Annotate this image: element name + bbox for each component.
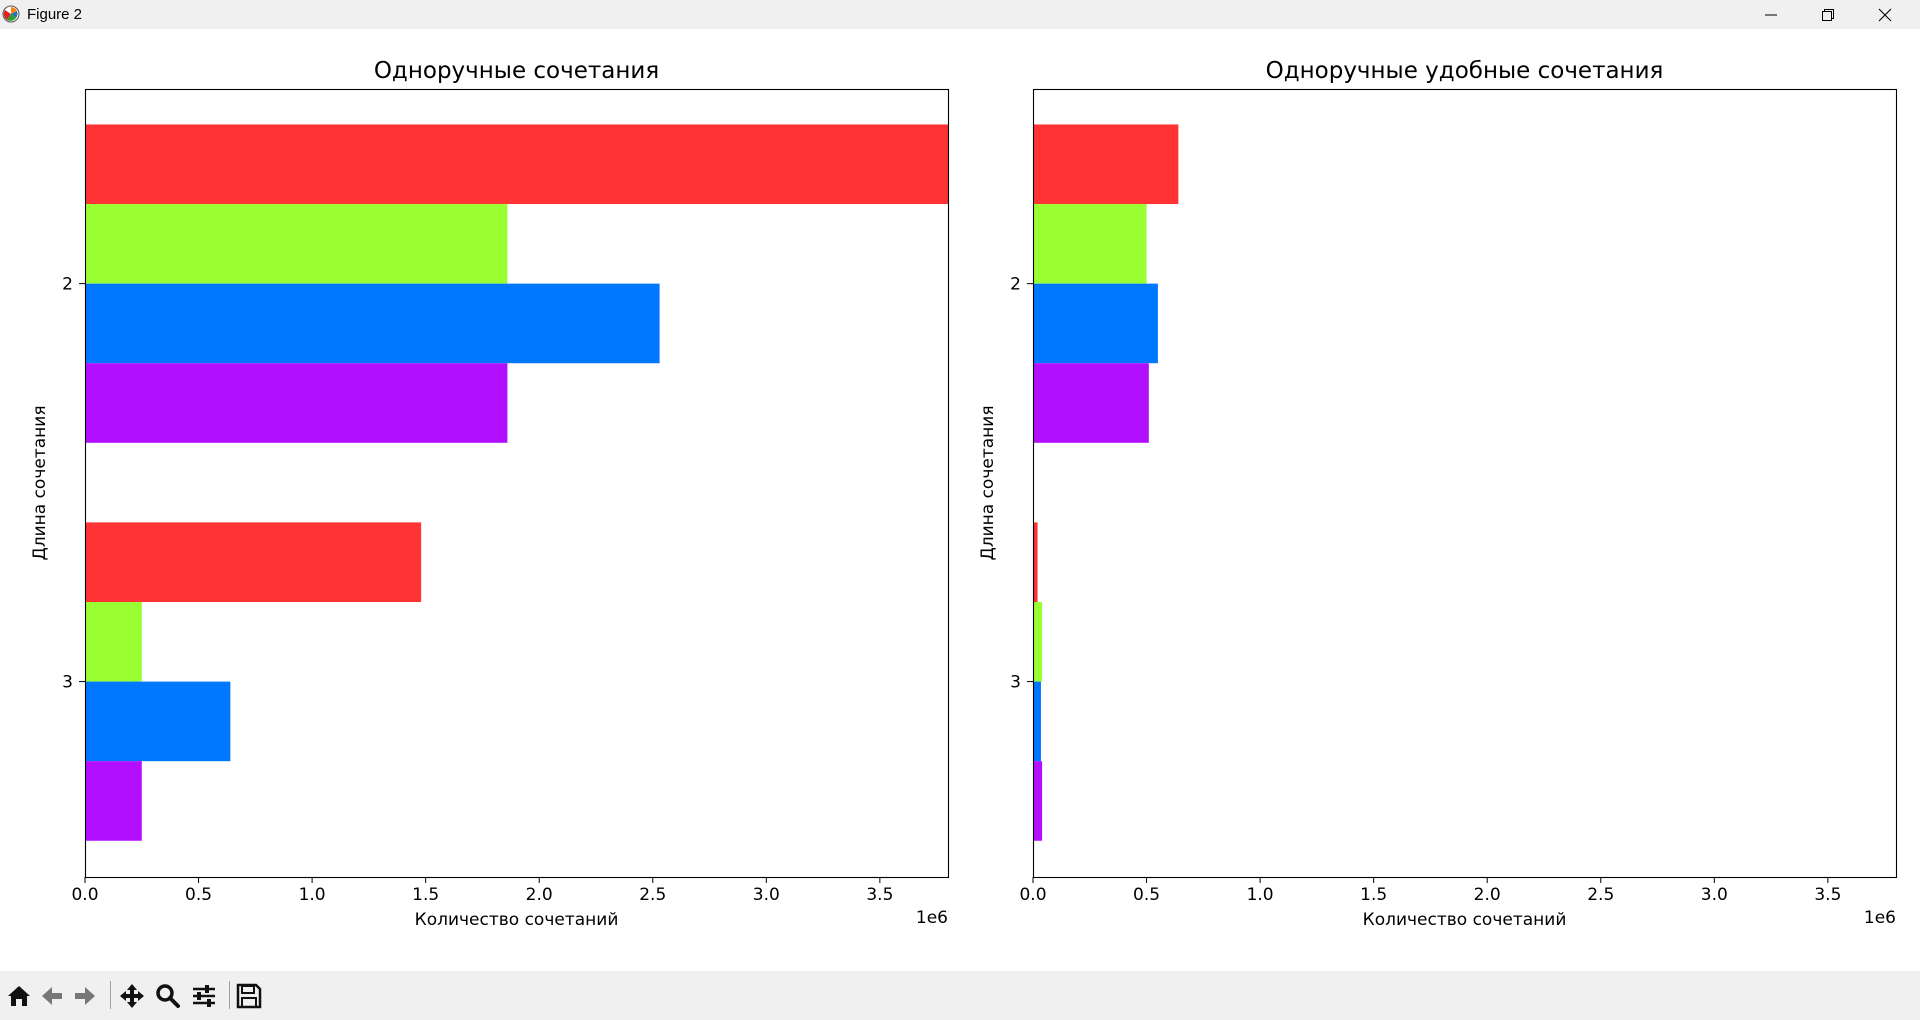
y-tick-label: 2 bbox=[62, 275, 73, 295]
chart-title: Одноручные удобные сочетания bbox=[1266, 58, 1664, 84]
bar bbox=[85, 681, 231, 762]
move-icon bbox=[120, 984, 144, 1008]
bar bbox=[85, 601, 142, 682]
x-tick-label: 0.5 bbox=[1133, 885, 1160, 905]
floppy-disk-icon bbox=[236, 983, 262, 1009]
bar bbox=[1033, 601, 1043, 682]
back-button[interactable] bbox=[37, 982, 67, 1010]
matplotlib-logo-icon bbox=[2, 5, 20, 23]
x-offset-text: 1e6 bbox=[916, 908, 948, 928]
x-tick-label: 3.5 bbox=[1814, 885, 1841, 905]
x-tick-label: 0.0 bbox=[1019, 885, 1046, 905]
x-tick-label: 3.5 bbox=[866, 885, 893, 905]
y-tick-label: 3 bbox=[1010, 673, 1021, 693]
zoom-button[interactable] bbox=[153, 982, 183, 1010]
y-axis-label: Длина сочетания bbox=[978, 405, 998, 560]
toolbar-separator bbox=[229, 981, 230, 1009]
bar bbox=[85, 283, 660, 364]
y-tick-label: 2 bbox=[1010, 275, 1021, 295]
x-tick-label: 1.5 bbox=[412, 885, 439, 905]
navigation-toolbar bbox=[0, 971, 1920, 1020]
bar bbox=[85, 761, 142, 841]
bar bbox=[1033, 681, 1041, 762]
home-icon bbox=[8, 986, 30, 1006]
pan-button[interactable] bbox=[117, 982, 147, 1010]
x-axis-label: Количество сочетаний bbox=[1363, 910, 1567, 930]
restore-icon bbox=[1822, 9, 1834, 21]
x-axis-label: Количество сочетаний bbox=[415, 910, 619, 930]
x-tick-label: 3.0 bbox=[1701, 885, 1728, 905]
home-button[interactable] bbox=[4, 982, 34, 1010]
minimize-button[interactable] bbox=[1743, 0, 1799, 29]
y-axis-label: Длина сочетания bbox=[30, 405, 50, 560]
axes-frame bbox=[1032, 88, 1898, 879]
y-tick-label: 3 bbox=[62, 673, 73, 693]
x-tick-label: 2.0 bbox=[526, 885, 553, 905]
save-button[interactable] bbox=[234, 982, 264, 1010]
forward-button[interactable] bbox=[70, 982, 100, 1010]
restore-button[interactable] bbox=[1800, 0, 1856, 29]
bar bbox=[85, 124, 948, 205]
bar bbox=[1033, 363, 1149, 443]
bar bbox=[85, 204, 508, 284]
x-tick-label: 1.5 bbox=[1360, 885, 1387, 905]
window-titlebar: Figure 2 bbox=[0, 0, 1920, 29]
bar bbox=[1033, 283, 1158, 364]
chart-2: 0.0 0.5 1.0 1.5 2.0 2.5 3.0 3.5 2 3 Одноручные удо… bbox=[978, 58, 1898, 930]
x-offset-text: 1e6 bbox=[1864, 908, 1896, 928]
close-button[interactable] bbox=[1857, 0, 1913, 29]
arrow-right-icon bbox=[75, 987, 95, 1005]
chart-1: 0.0 0.5 1.0 1.5 2.0 2.5 3.0 3.5 2 3 Одноручные соч… bbox=[30, 58, 950, 930]
toolbar-separator bbox=[110, 981, 111, 1009]
window-title: Figure 2 bbox=[27, 6, 83, 23]
bar bbox=[1033, 761, 1043, 841]
bar bbox=[85, 363, 508, 443]
x-tick-label: 0.0 bbox=[71, 885, 98, 905]
x-tick-label: 1.0 bbox=[1247, 885, 1274, 905]
configure-subplots-button[interactable] bbox=[189, 982, 219, 1010]
x-tick-label: 3.0 bbox=[753, 885, 780, 905]
x-tick-label: 1.0 bbox=[299, 885, 326, 905]
chart-title: Одноручные сочетания bbox=[374, 58, 659, 84]
minimize-icon bbox=[1765, 14, 1777, 16]
sliders-icon bbox=[193, 985, 215, 1007]
x-tick-label: 2.5 bbox=[639, 885, 666, 905]
close-icon bbox=[1878, 8, 1892, 22]
arrow-left-icon bbox=[42, 987, 62, 1005]
x-tick-label: 2.0 bbox=[1474, 885, 1501, 905]
bar bbox=[1033, 204, 1147, 284]
bar bbox=[85, 522, 422, 602]
magnifier-icon bbox=[156, 984, 180, 1008]
x-tick-label: 0.5 bbox=[185, 885, 212, 905]
bar bbox=[1033, 522, 1038, 602]
bar bbox=[1033, 124, 1179, 205]
x-tick-label: 2.5 bbox=[1587, 885, 1614, 905]
figure-canvas: 0.0 0.5 1.0 1.5 2.0 2.5 3.0 3.5 2 3 Одноручные соч… bbox=[30, 58, 1898, 930]
axes-frame bbox=[84, 88, 950, 879]
